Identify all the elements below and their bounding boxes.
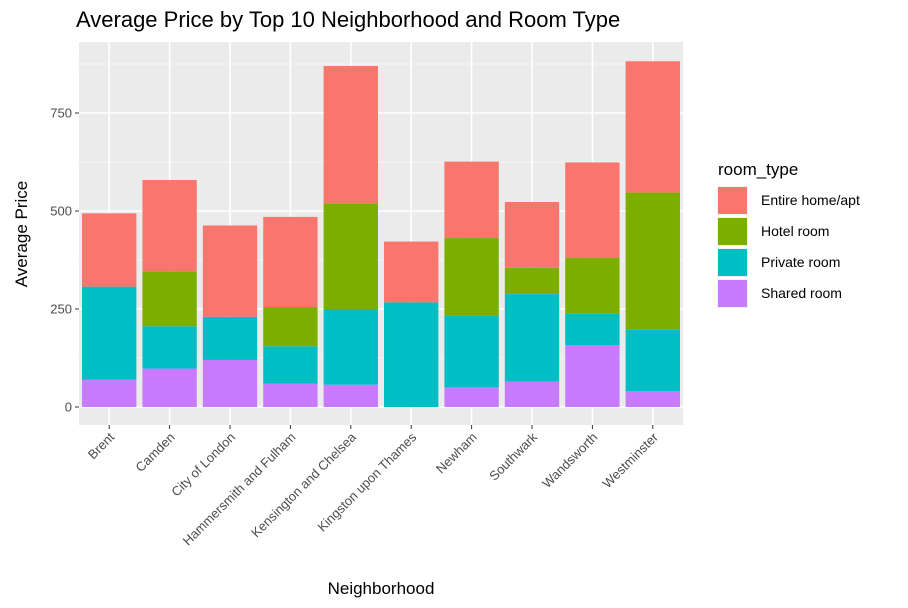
bar-segment [323, 203, 378, 309]
bar-segment [82, 213, 137, 287]
bar-segment [625, 192, 680, 330]
x-tick-label: Newham [433, 430, 480, 477]
bar-segment [444, 161, 499, 239]
legend-title: room_type [718, 160, 798, 179]
bar-segment [323, 384, 378, 407]
y-axis-title: Average Price [12, 181, 31, 287]
x-axis-title: Neighborhood [328, 579, 435, 598]
x-tick-label: Kensington and Chelsea [248, 429, 359, 540]
bar-segment [444, 387, 499, 407]
bar-segment [202, 225, 258, 317]
bar-segment [142, 326, 197, 369]
bar-segment [504, 267, 560, 295]
bar-segment [202, 316, 258, 360]
bar-segment [565, 345, 620, 407]
legend-label: Shared room [761, 285, 842, 301]
bar-segment [263, 307, 318, 347]
chart-title: Average Price by Top 10 Neighborhood and… [76, 7, 620, 32]
legend-swatch [718, 218, 747, 245]
bar-segment [444, 315, 499, 388]
x-tick-label: Westminster [599, 429, 661, 491]
bar-segment [625, 329, 680, 392]
y-axis-ticks: 0 250 500 750 [50, 106, 79, 415]
bar-segment [202, 359, 258, 407]
bar-segment [323, 65, 378, 204]
x-tick-label: Kingston upon Thames [314, 429, 419, 534]
bar-segment [565, 162, 620, 258]
bars [82, 61, 680, 407]
bar-segment [625, 391, 680, 407]
x-tick-label: Wandsworth [539, 430, 600, 491]
bar-segment [504, 201, 560, 268]
x-tick-label: Southwark [486, 429, 540, 483]
legend-label: Hotel room [761, 223, 829, 239]
bar-segment [263, 383, 318, 407]
bar-segment [323, 309, 378, 385]
x-tick-label: Brent [85, 429, 118, 462]
y-tick-label: 0 [65, 400, 72, 415]
bar-segment [82, 379, 137, 407]
bar-segment [504, 294, 560, 382]
legend-label: Entire home/apt [761, 192, 860, 208]
legend-swatch [718, 187, 747, 214]
bar-segment [142, 180, 197, 272]
bar-segment [384, 241, 439, 303]
bar-segment [263, 346, 318, 384]
y-tick-label: 250 [50, 302, 72, 317]
bar-segment [263, 216, 318, 308]
bar-segment [142, 271, 197, 327]
bar-segment [82, 286, 137, 380]
bar-segment [504, 381, 560, 407]
x-tick-label: Camden [132, 430, 177, 475]
x-tick-label: Hammersmith and Fulham [180, 430, 299, 549]
legend: room_type Entire home/apt Hotel room Priva… [717, 160, 860, 308]
y-tick-label: 750 [50, 106, 72, 121]
legend-swatch [718, 249, 747, 276]
bar-segment [444, 238, 499, 316]
legend-label: Private room [761, 254, 840, 270]
legend-swatch [718, 280, 747, 307]
y-tick-label: 500 [50, 204, 72, 219]
bar-segment [625, 61, 680, 193]
bar-segment [565, 257, 620, 314]
bar-segment [384, 302, 439, 407]
bar-segment [142, 368, 197, 407]
bar-segment [565, 313, 620, 346]
